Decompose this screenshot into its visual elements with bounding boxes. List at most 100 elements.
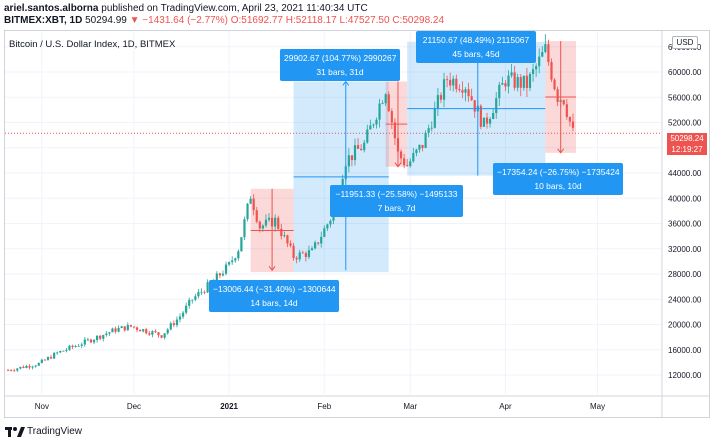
candle-body bbox=[74, 345, 77, 347]
publish-line: ariel.santos.alborna published on Tradin… bbox=[4, 3, 368, 14]
x-tick-label: 2021 bbox=[220, 402, 238, 411]
candle-body bbox=[329, 220, 332, 225]
currency-badge[interactable]: USD bbox=[672, 36, 698, 49]
measure-arrow-1 bbox=[268, 265, 276, 272]
candle-body bbox=[267, 217, 271, 220]
footer: TradingView bbox=[0, 420, 713, 443]
candle-body bbox=[387, 94, 390, 112]
tradingview-logo-icon[interactable] bbox=[5, 425, 25, 438]
candle-body bbox=[132, 326, 136, 328]
measure-4-bars: 45 bars, 45d bbox=[452, 49, 500, 59]
candle-body bbox=[479, 105, 482, 127]
candle-body bbox=[92, 340, 96, 343]
candle-body bbox=[31, 366, 34, 368]
candle-body bbox=[13, 370, 16, 372]
x-tick-label: Feb bbox=[317, 402, 331, 411]
candle-body bbox=[467, 89, 470, 97]
candle-body bbox=[356, 145, 360, 149]
candle-body bbox=[553, 79, 556, 90]
candle-body bbox=[498, 84, 501, 99]
y-tick-label: 40000.00 bbox=[668, 194, 702, 203]
candle-body bbox=[375, 119, 378, 125]
author-name[interactable]: ariel.santos.alborna bbox=[4, 3, 99, 14]
candle-body bbox=[166, 329, 169, 334]
candle-body bbox=[550, 62, 553, 80]
candle-body bbox=[313, 242, 317, 249]
candle-body bbox=[501, 83, 504, 85]
measure-label-2[interactable]: 29902.67 (104.77%) 2990267 31 bars, 31d bbox=[280, 49, 400, 81]
candle-body bbox=[169, 323, 172, 330]
y-tick-label: 52000.00 bbox=[668, 119, 702, 128]
candle-body bbox=[310, 248, 314, 251]
ohlc-values: O:51692.77 H:52118.17 L:47527.50 C:50298… bbox=[230, 15, 445, 26]
y-tick-label: 56000.00 bbox=[668, 93, 702, 102]
y-tick-label: 16000.00 bbox=[668, 346, 702, 355]
candle-body bbox=[228, 262, 231, 265]
measure-label-1[interactable]: −13006.44 (−31.40%) −1300644 14 bars, 14… bbox=[209, 280, 339, 312]
candle-body bbox=[384, 94, 387, 104]
candle-body bbox=[274, 217, 277, 227]
y-tick-label: 12000.00 bbox=[668, 371, 702, 380]
candle-body bbox=[120, 326, 123, 328]
candle-body bbox=[492, 112, 495, 119]
candle-body bbox=[436, 95, 439, 109]
candle-body bbox=[516, 77, 519, 88]
candle-body bbox=[372, 124, 375, 126]
price-tag-value: 50298.24 bbox=[670, 134, 704, 143]
candle-body bbox=[283, 235, 286, 237]
candle-body bbox=[390, 111, 393, 123]
candle-body bbox=[298, 252, 301, 260]
candle-body bbox=[424, 132, 427, 148]
candle-body bbox=[129, 325, 132, 327]
measure-arrows bbox=[250, 40, 577, 272]
candle-body bbox=[28, 365, 31, 368]
symbol-label: BITMEX:XBT, 1D bbox=[4, 15, 83, 26]
candle-body bbox=[197, 292, 200, 297]
candle-body bbox=[105, 333, 108, 335]
chart-canvas[interactable]: 12000.00 16000.00 20000.00 24000.00 28000.00… bbox=[0, 0, 713, 420]
symbol-line: BITMEX:XBT, 1D 50294.99 ▼ −1431.64 (−2.7… bbox=[4, 15, 444, 26]
candle-body bbox=[215, 273, 218, 281]
candle-body bbox=[178, 316, 182, 320]
candle-body bbox=[218, 273, 222, 276]
candle-body bbox=[442, 79, 446, 100]
candle-body bbox=[323, 228, 326, 237]
candle-body bbox=[449, 79, 452, 86]
measure-label-3[interactable]: −11951.33 (−25.58%) −1495133 7 bars, 7d bbox=[330, 185, 463, 217]
candle-body bbox=[571, 121, 575, 128]
brand-name[interactable]: TradingView bbox=[27, 426, 83, 437]
candle-body bbox=[353, 145, 357, 161]
candle-body bbox=[369, 125, 372, 130]
measure-label-4[interactable]: 21150.67 (48.49%) 2115067 45 bars, 45d bbox=[416, 31, 536, 63]
candle-body bbox=[415, 149, 418, 154]
candle-body bbox=[381, 103, 384, 105]
candle-body bbox=[255, 210, 258, 222]
candle-body bbox=[172, 323, 175, 326]
candle-body bbox=[185, 305, 188, 313]
candle-body bbox=[510, 72, 513, 76]
price-tag-countdown: 12:19:27 bbox=[671, 145, 703, 154]
measure-label-5[interactable]: −17354.24 (−26.75%) −1735424 10 bars, 10… bbox=[493, 163, 623, 195]
candle-body bbox=[455, 78, 458, 90]
measure-1-change: −13006.44 (−31.40%) −1300644 bbox=[213, 284, 336, 294]
candle-body bbox=[421, 144, 424, 148]
publish-info: published on TradingView.com, April 23, … bbox=[101, 3, 368, 14]
candle-body bbox=[258, 221, 261, 229]
candle-body bbox=[261, 225, 264, 229]
candle-body bbox=[234, 258, 237, 261]
candle-body bbox=[117, 327, 120, 332]
candle-body bbox=[142, 329, 145, 332]
candle-body bbox=[317, 242, 320, 244]
candle-body bbox=[71, 345, 74, 347]
candle-body bbox=[108, 332, 111, 334]
candle-body bbox=[264, 219, 268, 226]
candle-body bbox=[203, 291, 206, 293]
candle-body bbox=[341, 178, 344, 191]
candle-body bbox=[427, 128, 430, 133]
candle-body bbox=[10, 370, 13, 371]
measure-4-change: 21150.67 (48.49%) 2115067 bbox=[422, 35, 530, 45]
measure-2-bars: 31 bars, 31d bbox=[316, 67, 364, 77]
candle-body bbox=[350, 155, 354, 161]
candle-body bbox=[40, 359, 43, 363]
candle-body bbox=[320, 236, 323, 244]
